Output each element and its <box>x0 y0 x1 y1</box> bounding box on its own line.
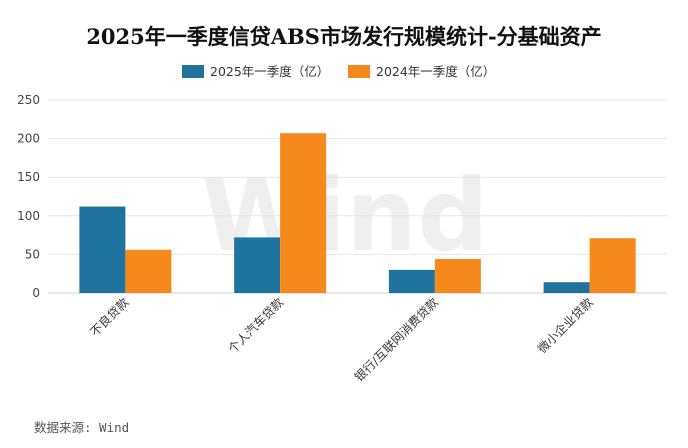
legend: 2025年一季度（亿） 2024年一季度（亿） <box>182 64 495 79</box>
y-tick-label: 50 <box>25 247 40 261</box>
bar-series2-cat1 <box>125 249 172 293</box>
bar-series1-cat1 <box>79 206 126 293</box>
y-tick-label: 0 <box>32 286 40 300</box>
y-tick-label: 150 <box>17 170 40 184</box>
y-tick-label: 200 <box>17 132 40 146</box>
x-axis: 不良贷款 个人汽车贷款 银行/互联网消费贷款 微小企业贷款 <box>87 295 596 385</box>
chart-title: 2025年一季度信贷ABS市场发行规模统计-分基础资产 <box>86 24 601 49</box>
bar-series2-cat3 <box>434 259 481 293</box>
bars <box>79 133 636 293</box>
legend-swatch-2 <box>348 65 370 78</box>
bar-series1-cat4 <box>543 282 590 293</box>
legend-label-2: 2024年一季度（亿） <box>376 64 495 79</box>
legend-swatch-1 <box>182 65 204 78</box>
y-tick-label: 100 <box>17 209 40 223</box>
bar-series2-cat2 <box>280 133 327 293</box>
x-tick-label: 个人汽车贷款 <box>225 295 287 357</box>
y-axis: 0 50 100 150 200 250 <box>17 93 40 300</box>
x-tick-label: 银行/互联网消费贷款 <box>352 295 441 384</box>
bar-series2-cat4 <box>589 238 636 293</box>
x-tick-label: 微小企业贷款 <box>534 295 596 357</box>
bar-series1-cat3 <box>388 269 435 293</box>
x-tick-label: 不良贷款 <box>87 295 132 340</box>
bar-series1-cat2 <box>234 237 281 293</box>
legend-label-1: 2025年一季度（亿） <box>210 64 329 79</box>
y-tick-label: 250 <box>17 93 40 107</box>
source-note: 数据来源: Wind <box>34 420 129 435</box>
